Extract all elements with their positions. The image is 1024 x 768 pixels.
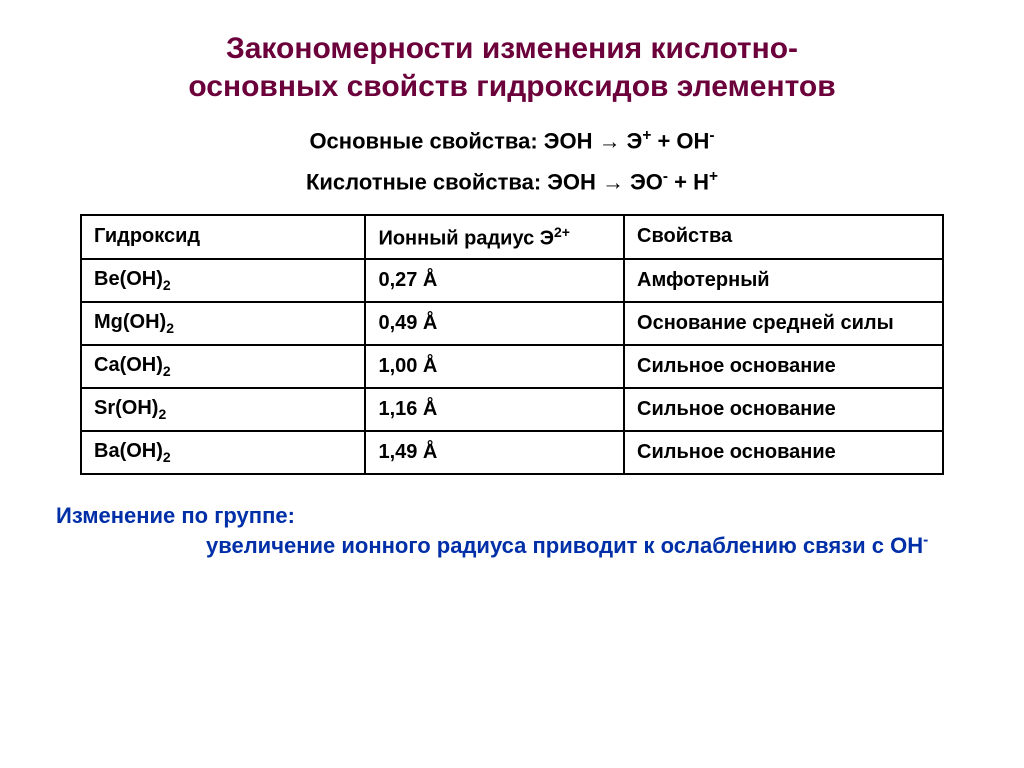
- eq-basic-mid: + ОН: [651, 128, 709, 153]
- equations-block: Основные свойства: ЭОН → Э+ + ОН- Кислот…: [50, 127, 974, 196]
- table-row: Be(OH)2 0,27 Å Амфотерный: [81, 259, 943, 302]
- formula-text: Ca(OH): [94, 354, 163, 376]
- footer-body: увеличение ионного радиуса приводит к ос…: [56, 533, 928, 558]
- table-wrapper: Гидроксид Ионный радиус Э2+ Свойства Be(…: [50, 214, 974, 476]
- cell-property: Сильное основание: [624, 345, 943, 388]
- cell-radius: 0,27 Å: [365, 259, 624, 302]
- formula-sub: 2: [163, 277, 171, 293]
- title-line-2: основных свойств гидроксидов элементов: [188, 70, 835, 103]
- footer-text: увеличение ионного радиуса приводит к ос…: [206, 533, 923, 558]
- eq-acid-label: Кислотные свойства: ЭОН → ЭО: [306, 170, 663, 195]
- header-hydroxide: Гидроксид: [81, 215, 365, 260]
- cell-radius: 0,49 Å: [365, 302, 624, 345]
- formula-text: Be(OH): [94, 268, 163, 290]
- eq-acid-sup2: +: [709, 168, 718, 185]
- cell-property: Сильное основание: [624, 431, 943, 474]
- cell-formula: Sr(OH)2: [81, 388, 365, 431]
- formula-text: Sr(OH): [94, 397, 158, 419]
- header-radius-text: Ионный радиус Э: [378, 227, 554, 249]
- formula-sub: 2: [163, 363, 171, 379]
- table-row: Ca(OH)2 1,00 Å Сильное основание: [81, 345, 943, 388]
- table-row: Mg(OH)2 0,49 Å Основание средней силы: [81, 302, 943, 345]
- eq-acid-mid: + Н: [668, 170, 709, 195]
- cell-formula: Ba(OH)2: [81, 431, 365, 474]
- eq-basic-sup2: -: [709, 127, 714, 144]
- formula-text: Mg(OH): [94, 311, 166, 333]
- footer-note: Изменение по группе: увеличение ионного …: [50, 501, 974, 561]
- cell-property: Сильное основание: [624, 388, 943, 431]
- formula-sub: 2: [158, 406, 166, 422]
- equation-acid: Кислотные свойства: ЭОН → ЭО- + Н+: [50, 168, 974, 195]
- cell-formula: Ca(OH)2: [81, 345, 365, 388]
- equation-basic: Основные свойства: ЭОН → Э+ + ОН-: [50, 127, 974, 154]
- hydroxide-table: Гидроксид Ионный радиус Э2+ Свойства Be(…: [80, 214, 944, 476]
- title-line-1: Закономерности изменения кислотно-: [226, 32, 798, 65]
- cell-radius: 1,49 Å: [365, 431, 624, 474]
- footer-lead: Изменение по группе:: [56, 503, 295, 528]
- header-radius-sup: 2+: [554, 224, 570, 240]
- table-row: Ba(OH)2 1,49 Å Сильное основание: [81, 431, 943, 474]
- cell-property: Амфотерный: [624, 259, 943, 302]
- eq-basic-sup1: +: [642, 127, 651, 144]
- slide-title: Закономерности изменения кислотно- основ…: [50, 30, 974, 105]
- cell-property: Основание средней силы: [624, 302, 943, 345]
- formula-sub: 2: [163, 449, 171, 465]
- table-header-row: Гидроксид Ионный радиус Э2+ Свойства: [81, 215, 943, 260]
- header-properties: Свойства: [624, 215, 943, 260]
- footer-sup: -: [923, 532, 928, 549]
- table-row: Sr(OH)2 1,16 Å Сильное основание: [81, 388, 943, 431]
- formula-sub: 2: [166, 320, 174, 336]
- header-radius: Ионный радиус Э2+: [365, 215, 624, 260]
- cell-radius: 1,00 Å: [365, 345, 624, 388]
- eq-basic-label: Основные свойства: ЭОН → Э: [309, 128, 642, 153]
- cell-formula: Be(OH)2: [81, 259, 365, 302]
- formula-text: Ba(OH): [94, 440, 163, 462]
- cell-formula: Mg(OH)2: [81, 302, 365, 345]
- cell-radius: 1,16 Å: [365, 388, 624, 431]
